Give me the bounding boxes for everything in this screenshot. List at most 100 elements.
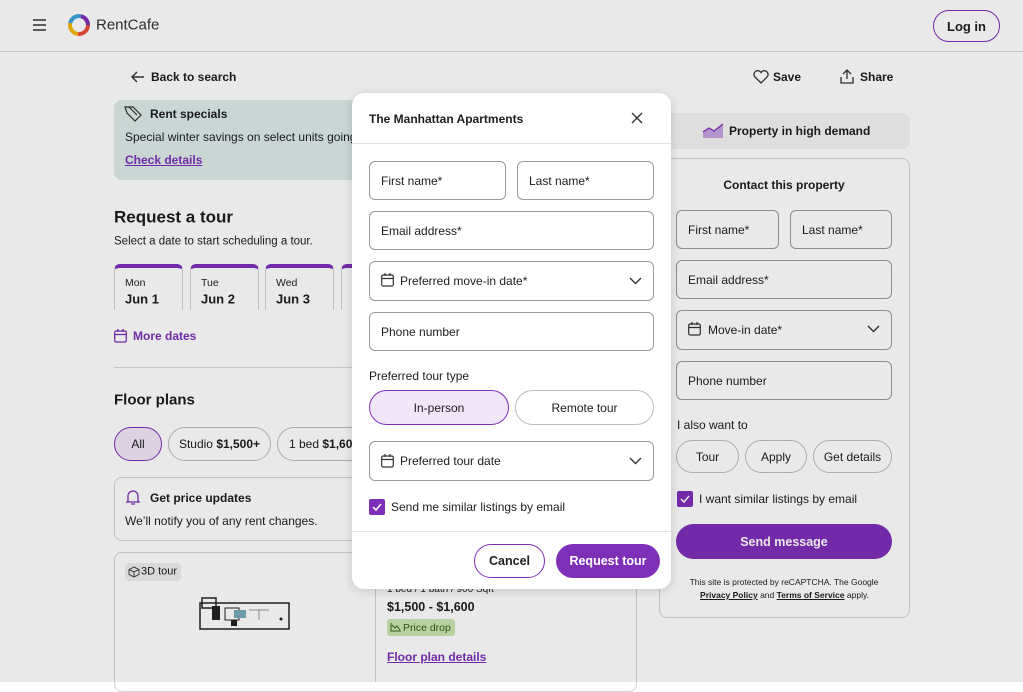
send-button[interactable]: Send message [676, 524, 892, 559]
request-label[interactable]: Request tour [569, 554, 647, 568]
floor-plan-image[interactable] [199, 597, 291, 631]
option-label[interactable]: Apply [760, 449, 792, 464]
input[interactable]: Email address* [369, 211, 654, 250]
specials-title: Rent specials [150, 107, 228, 121]
tour-type-label: Preferred tour type [369, 369, 470, 383]
terms-link[interactable]: Terms of Service [776, 590, 845, 600]
opt-in-label[interactable]: Send me similar listings by email [391, 500, 566, 514]
tour-type-text[interactable]: Remote tour [551, 400, 618, 415]
more-dates[interactable]: More dates [133, 329, 197, 343]
date-day[interactable]: Wed [276, 276, 298, 289]
tag-label: Price drop [403, 621, 451, 634]
divider [352, 531, 671, 532]
date-day[interactable]: Mon [125, 276, 146, 289]
chevron [629, 457, 642, 465]
filter-label[interactable]: 1 bed [289, 437, 320, 451]
select[interactable]: Preferred tour date [369, 441, 654, 481]
specials-link[interactable]: Check details [125, 153, 203, 167]
date-strip-cut [100, 310, 360, 318]
tour-title: Request a tour [114, 207, 234, 227]
input[interactable]: Phone number [676, 361, 892, 400]
calendar-icon [381, 454, 394, 468]
login-label[interactable]: Log in [947, 18, 986, 34]
select-placeholder[interactable]: Move-in date* [708, 323, 783, 337]
input-placeholder[interactable]: Phone number [381, 324, 460, 339]
input-placeholder[interactable]: First name* [688, 222, 750, 237]
floor-plan-link[interactable]: Floor plan details [387, 650, 487, 664]
close-icon[interactable] [631, 112, 643, 124]
tag-icon [124, 106, 142, 122]
demand-icon [702, 123, 724, 138]
price-alert[interactable] [114, 477, 374, 541]
filter-chip[interactable]: Studio $1,500+ [168, 427, 271, 461]
input[interactable]: First name* [369, 161, 506, 200]
share-icon[interactable] [840, 69, 854, 84]
checkbox[interactable] [677, 491, 693, 507]
option-label[interactable]: Get details [823, 449, 882, 464]
select[interactable]: Preferred move-in date* [369, 261, 654, 301]
request-button[interactable]: Request tour [556, 544, 660, 578]
input[interactable]: Phone number [369, 312, 654, 351]
option-chip[interactable]: Apply [745, 440, 807, 473]
date-card[interactable] [265, 264, 334, 314]
filter-price[interactable]: $1,60 [322, 437, 353, 451]
trend-icon [390, 623, 401, 632]
tour-type-text[interactable]: In-person [413, 400, 465, 415]
input-placeholder[interactable]: Email address* [688, 272, 769, 287]
checkbox[interactable] [369, 499, 385, 515]
save-button[interactable]: Save [773, 70, 802, 84]
filter-label[interactable]: Studio [178, 437, 213, 451]
save-icon[interactable] [753, 70, 769, 84]
listing-price: $1,500 - $1,600 [387, 599, 475, 614]
back-icon[interactable] [131, 71, 145, 83]
input[interactable]: First name* [676, 210, 779, 249]
share-button[interactable]: Share [860, 70, 894, 84]
input-placeholder[interactable]: Email address* [381, 223, 462, 238]
filter-chip[interactable]: All [114, 427, 162, 461]
option-chip[interactable]: Get details [813, 440, 892, 473]
date-card[interactable] [114, 264, 183, 314]
logo[interactable] [68, 14, 90, 36]
divider [375, 552, 376, 682]
brand[interactable]: RentCafe [96, 16, 160, 34]
menu-icon[interactable] [33, 19, 47, 31]
date-label[interactable]: Jun 1 [125, 291, 159, 307]
input-placeholder[interactable]: Phone number [688, 373, 767, 388]
price-alert-title: Get price updates [150, 491, 252, 505]
floor-plans-title: Floor plans [114, 391, 195, 409]
date-label[interactable]: Jun 2 [201, 291, 235, 307]
header [0, 0, 1023, 52]
opt-in-label[interactable]: I want similar listings by email [699, 492, 858, 506]
demand-banner [660, 113, 910, 149]
send-label[interactable]: Send message [740, 534, 828, 549]
input[interactable]: Email address* [676, 260, 892, 299]
specials-banner [114, 100, 374, 180]
tour-type-option[interactable]: In-person [369, 390, 509, 425]
input-placeholder[interactable]: First name* [381, 173, 443, 188]
filter-label[interactable]: All [131, 437, 145, 451]
calendar-icon [688, 322, 701, 336]
cancel-button[interactable]: Cancel [474, 544, 545, 578]
privacy-link[interactable]: Privacy Policy [700, 590, 758, 600]
option-chip[interactable]: Tour [676, 440, 739, 473]
recaptcha-end: apply. [846, 590, 869, 600]
back-link[interactable]: Back to search [151, 70, 237, 84]
cancel-label[interactable]: Cancel [489, 554, 530, 568]
date-label[interactable]: Jun 3 [276, 291, 310, 307]
chevron [629, 277, 642, 285]
input[interactable]: Last name* [517, 161, 654, 200]
option-label[interactable]: Tour [695, 449, 720, 464]
filter-price[interactable]: $1,500+ [216, 437, 261, 451]
select-placeholder[interactable]: Preferred tour date [400, 454, 501, 468]
price-alert-text: We’ll notify you of any rent changes. [125, 514, 318, 528]
tour-type-option[interactable]: Remote tour [515, 390, 654, 425]
tour-subtitle: Select a date to start scheduling a tour… [114, 235, 313, 248]
date-day[interactable]: Tue [201, 276, 219, 289]
input[interactable]: Last name* [790, 210, 892, 249]
input-placeholder[interactable]: Last name* [802, 222, 863, 237]
select[interactable]: Move-in date* [676, 310, 892, 350]
login-button[interactable]: Log in [933, 10, 1000, 42]
input-placeholder[interactable]: Last name* [529, 173, 590, 188]
calendar-icon[interactable] [114, 329, 127, 343]
select-placeholder[interactable]: Preferred move-in date* [400, 274, 528, 288]
